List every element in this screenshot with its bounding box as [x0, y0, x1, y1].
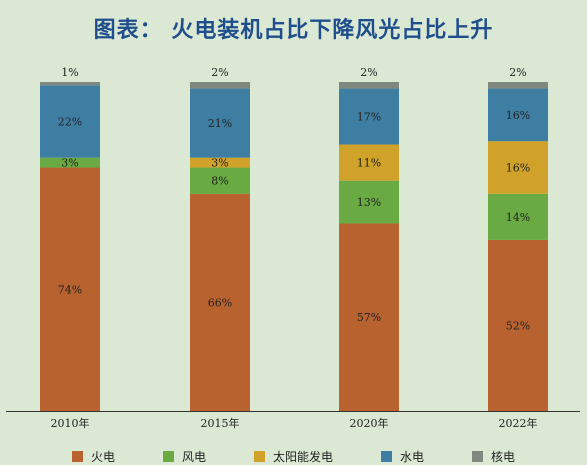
legend-label: 太阳能发电 — [272, 449, 333, 464]
legend-label: 水电 — [400, 449, 425, 464]
x-tick-label: 2015年 — [201, 416, 240, 430]
legend-swatch — [381, 450, 392, 462]
bar-segment-3-2 — [488, 141, 548, 194]
legend-swatch — [253, 450, 265, 462]
x-tick-label: 2020年 — [350, 416, 389, 430]
data-label-1-2: 3% — [211, 157, 228, 170]
data-label-0-0: 74% — [58, 283, 82, 296]
bar-segment-1-4 — [190, 82, 250, 89]
legend-swatch — [162, 450, 174, 462]
bar-segment-1-2 — [190, 157, 250, 168]
x-tick-label: 2010年 — [51, 416, 90, 430]
data-label-0-1: 3% — [61, 157, 78, 170]
data-label-1-1: 8% — [211, 175, 228, 188]
bar-segment-0-4 — [40, 82, 100, 86]
bar-segment-1-1 — [190, 167, 250, 194]
data-label-2-3: 17% — [357, 111, 381, 124]
chart-legend: 火电 风电 太阳能发电 水电 核电 — [0, 447, 587, 465]
data-label-1-4: 2% — [211, 66, 228, 79]
bar-segment-1-3 — [190, 88, 250, 158]
legend-label: 风电 — [181, 449, 206, 464]
data-label-0-3: 22% — [58, 115, 82, 128]
bar-segment-0-0 — [40, 167, 100, 411]
legend-swatch — [71, 450, 83, 462]
data-label-2-1: 13% — [357, 196, 381, 209]
bar-segment-2-4 — [339, 82, 399, 89]
data-label-3-2: 16% — [506, 162, 530, 175]
legend-item-2: 太阳能发电 — [253, 448, 333, 465]
bar-segment-0-1 — [40, 157, 100, 168]
data-label-2-4: 2% — [360, 66, 377, 79]
legend-item-0: 火电 — [71, 448, 115, 465]
data-label-3-1: 14% — [506, 211, 530, 224]
data-label-2-0: 57% — [357, 311, 381, 324]
bar-segment-2-3 — [339, 88, 399, 145]
bar-segment-1-0 — [190, 193, 250, 411]
legend-label: 核电 — [491, 449, 516, 464]
legend-item-3: 水电 — [381, 448, 424, 465]
bar-segment-2-2 — [339, 144, 399, 181]
chart-title: 图表： 火电装机占比下降风光占比上升 — [93, 18, 494, 43]
bar-segment-2-0 — [339, 223, 399, 411]
data-label-1-3: 21% — [208, 117, 232, 130]
legend-item-4: 核电 — [472, 448, 515, 465]
bar-segment-3-0 — [488, 239, 548, 411]
bar-segment-3-3 — [488, 88, 548, 142]
data-label-3-3: 16% — [506, 109, 530, 122]
data-label-2-2: 11% — [357, 157, 381, 170]
bar-segment-0-3 — [40, 85, 100, 158]
data-label-3-0: 52% — [506, 319, 530, 332]
legend-item-1: 风电 — [162, 448, 206, 465]
bar-segment-2-1 — [339, 180, 399, 224]
bar-segment-3-4 — [488, 82, 548, 89]
x-tick-label: 2022年 — [499, 416, 538, 430]
legend-label: 火电 — [90, 449, 115, 464]
data-label-3-4: 2% — [509, 66, 526, 79]
legend-swatch — [472, 450, 484, 462]
data-label-0-4: 1% — [61, 66, 78, 79]
data-label-1-0: 66% — [208, 296, 232, 309]
bar-segment-3-1 — [488, 193, 548, 240]
